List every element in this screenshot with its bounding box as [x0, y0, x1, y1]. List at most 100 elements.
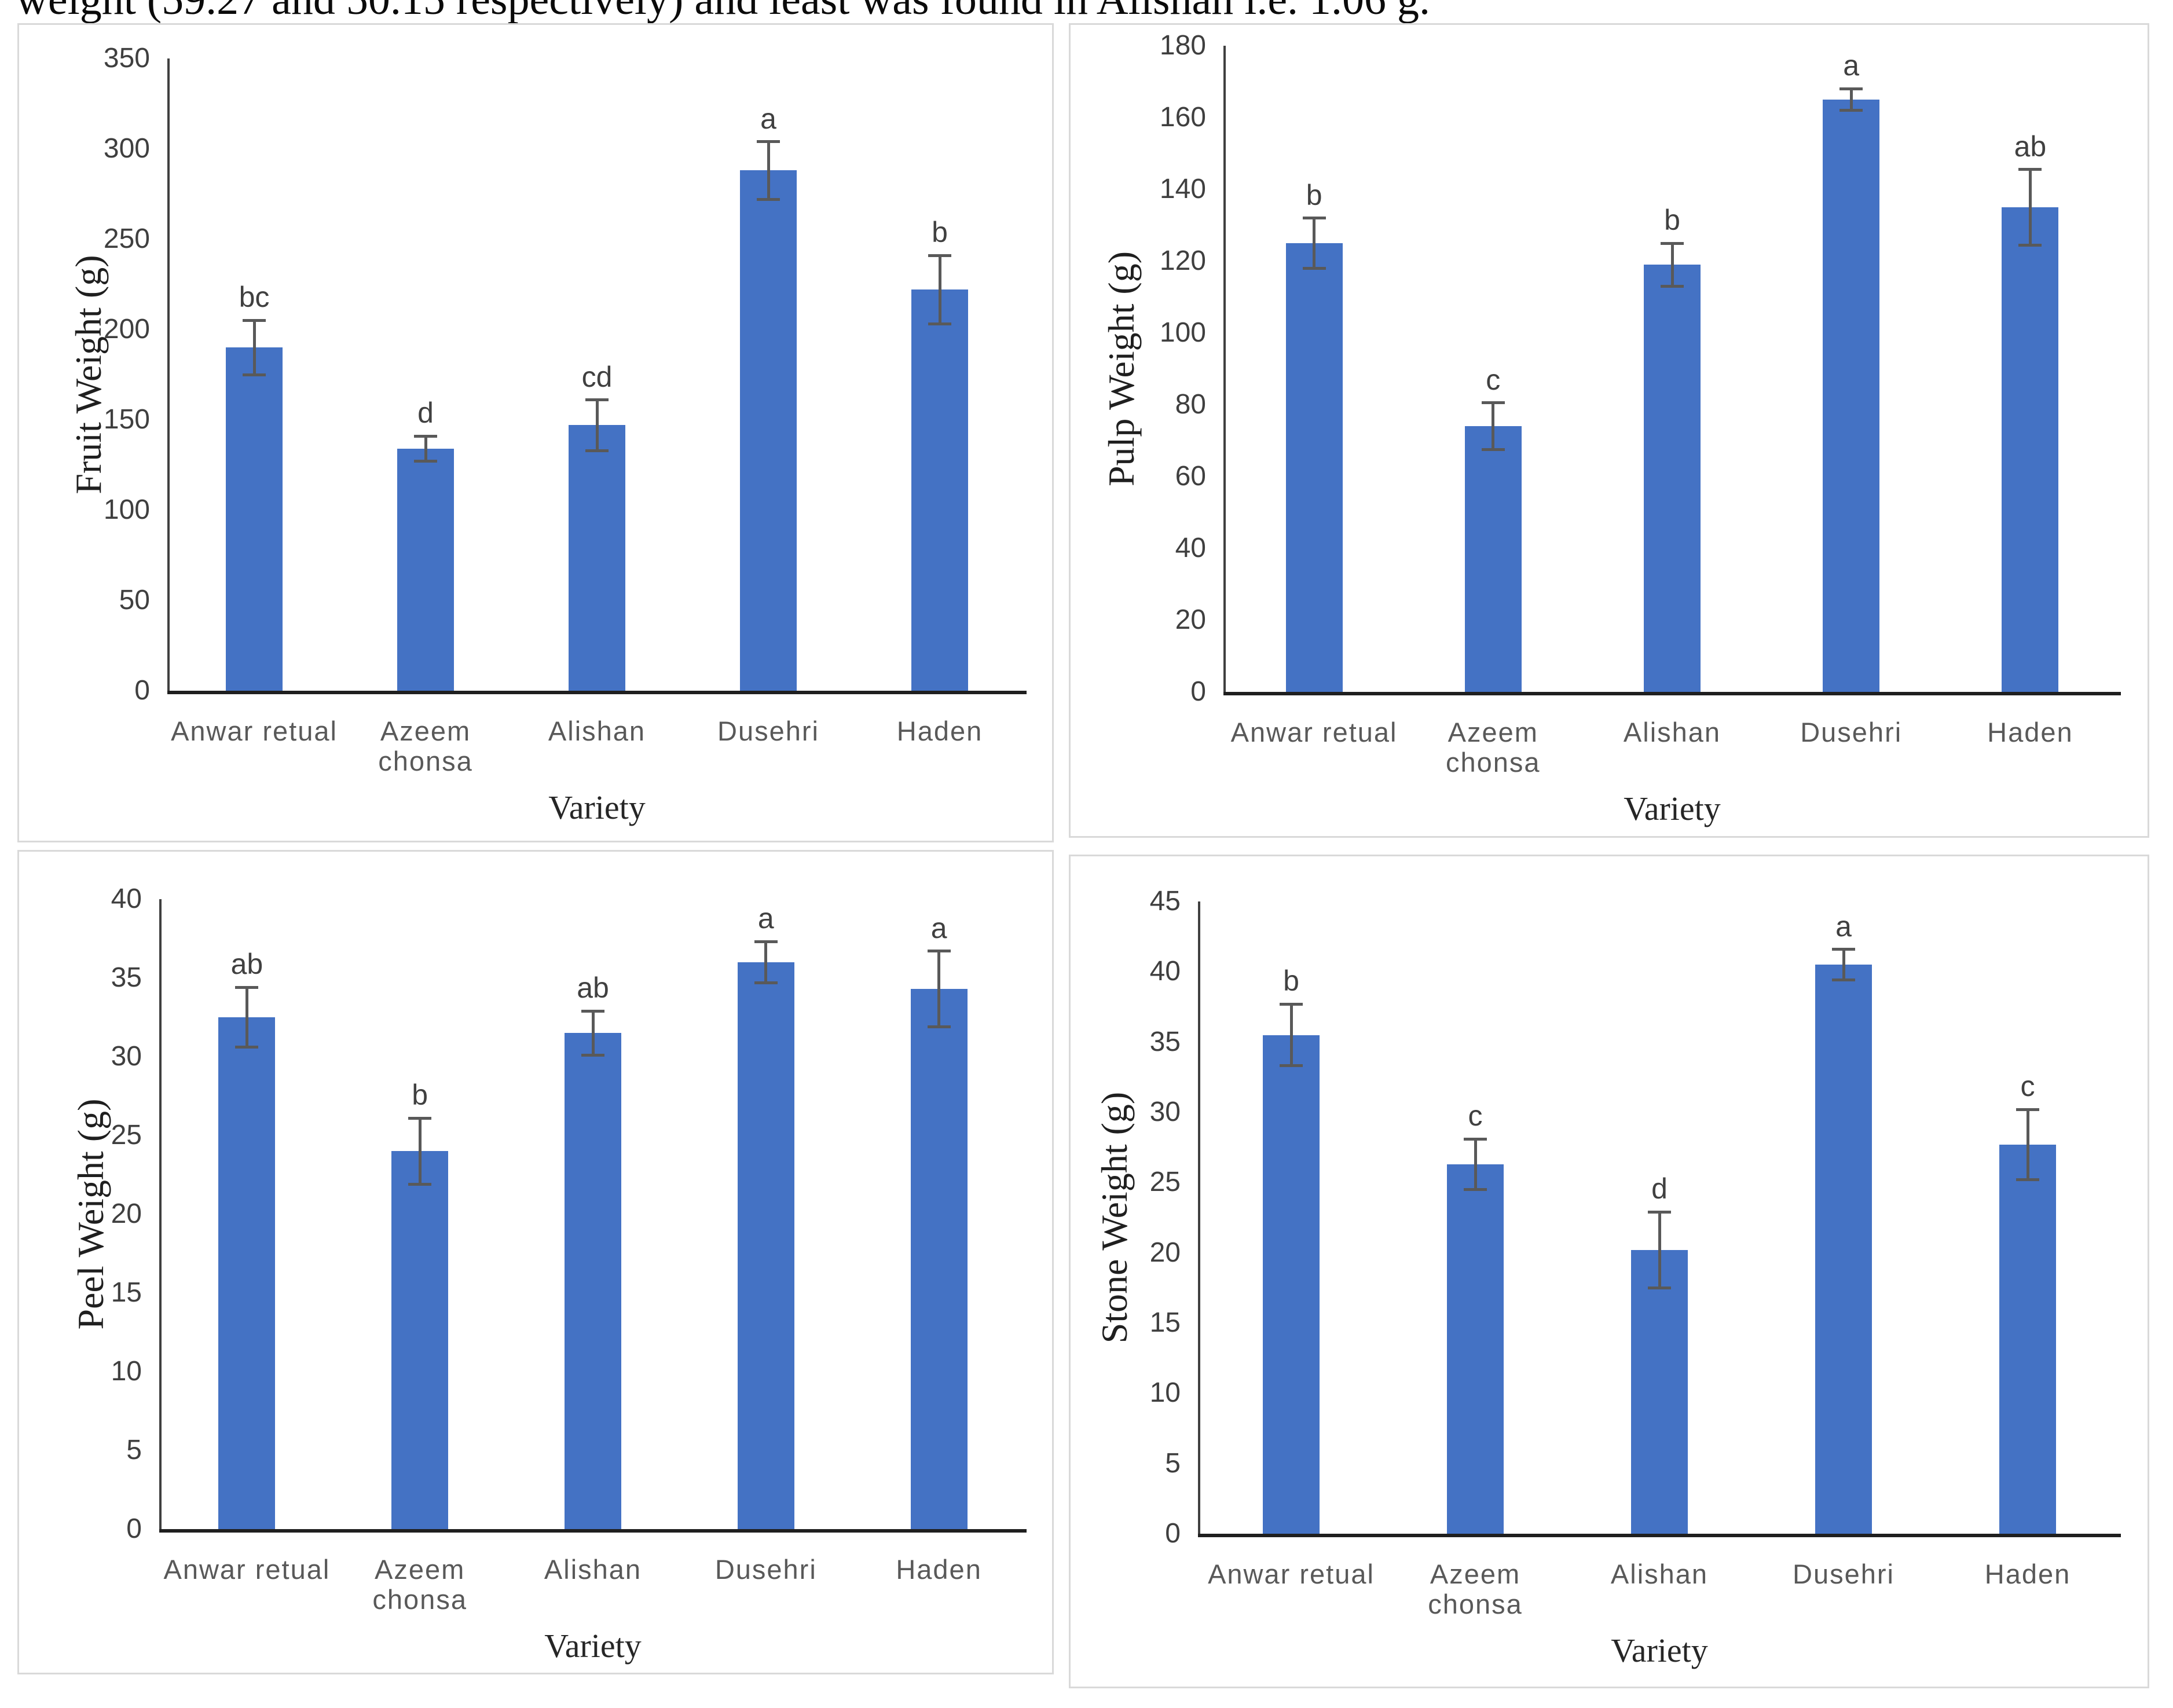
error-bar-cap-bottom — [757, 197, 780, 201]
error-bar-line — [418, 1118, 422, 1185]
y-axis-title: Fruit Weight (g) — [68, 255, 109, 494]
y-axis-title: Pulp Weight (g) — [1101, 251, 1142, 487]
x-category-label: Azeem chonsa — [1428, 1559, 1523, 1619]
error-bar-line — [424, 436, 427, 461]
error-bar-cap-top — [927, 950, 951, 953]
error-bar-cap-bottom — [927, 1025, 951, 1028]
error-bar-cap-bottom — [754, 981, 778, 984]
y-tick-label: 40 — [1175, 533, 1206, 563]
bar — [1263, 1035, 1320, 1534]
error-bar-line — [1658, 1212, 1661, 1288]
y-axis-line — [1223, 46, 1226, 692]
error-bar-cap-top — [757, 140, 780, 144]
significance-letter: b — [932, 216, 948, 249]
y-tick-label: 20 — [1175, 604, 1206, 635]
error-bar-line — [1289, 1004, 1293, 1066]
bar — [1823, 100, 1880, 692]
y-tick-label: 0 — [1190, 676, 1206, 707]
x-category-label: Haden — [1987, 717, 2073, 747]
x-category-label: Dusehri — [1800, 717, 1903, 747]
error-bar-line — [938, 255, 941, 324]
error-bar-cap-top — [1280, 1002, 1303, 1006]
x-category-label: Anwar retual — [171, 716, 338, 746]
x-category-label: Haden — [896, 1554, 982, 1585]
error-bar-cap-top — [1832, 948, 1855, 951]
x-category-label: Anwar retual — [163, 1554, 331, 1585]
y-tick-label: 5 — [126, 1435, 142, 1465]
cropped-paragraph-text: weight (59.27 and 50.15 respectively) an… — [16, 0, 1430, 25]
y-tick-label: 40 — [1149, 956, 1181, 987]
error-bar-cap-top — [1481, 401, 1505, 405]
y-tick-label: 140 — [1159, 174, 1206, 204]
y-tick-label: 180 — [1159, 30, 1206, 61]
error-bar-cap-top — [1661, 241, 1684, 245]
y-tick-label: 25 — [1149, 1167, 1181, 1198]
y-tick-label: 200 — [103, 314, 150, 344]
error-bar-line — [245, 987, 248, 1047]
error-bar-cap-bottom — [581, 1053, 604, 1057]
x-category-label: Dusehri — [714, 1554, 817, 1585]
y-axis-line — [1198, 901, 1200, 1534]
bar — [218, 1017, 276, 1529]
error-bar-line — [1670, 243, 1674, 287]
significance-letter: b — [1306, 178, 1322, 211]
bar — [1464, 426, 1522, 692]
x-axis-title: Variety — [1624, 790, 1721, 827]
error-bar-cap-bottom — [2018, 243, 2042, 247]
error-bar-cap-bottom — [1832, 978, 1855, 982]
error-bar-cap-top — [408, 1116, 432, 1120]
x-axis-title: Variety — [548, 789, 646, 826]
error-bar-cap-bottom — [1661, 284, 1684, 288]
y-tick-label: 0 — [1165, 1518, 1181, 1549]
significance-letter: a — [1835, 910, 1852, 943]
significance-letter: d — [1651, 1172, 1668, 1205]
bar — [1631, 1249, 1688, 1534]
error-bar-cap-bottom — [1302, 266, 1326, 270]
error-bar-line — [937, 951, 941, 1027]
error-bar-cap-top — [2018, 168, 2042, 171]
error-bar-cap-top — [1464, 1137, 1487, 1141]
x-category-label: Azeem chonsa — [372, 1554, 467, 1615]
y-tick-label: 20 — [111, 1198, 142, 1229]
x-category-label: Azeem chonsa — [378, 716, 473, 776]
significance-letter: c — [2020, 1070, 2035, 1103]
x-axis-line — [1223, 692, 2121, 695]
error-bar-cap-bottom — [928, 322, 951, 326]
y-tick-label: 160 — [1159, 102, 1206, 133]
x-category-label: Alishan — [1623, 717, 1721, 747]
x-category-label: Azeem chonsa — [1446, 717, 1541, 778]
y-tick-label: 350 — [103, 43, 150, 74]
significance-letter: bc — [239, 281, 270, 314]
error-bar-cap-bottom — [2016, 1178, 2039, 1181]
bar — [565, 1033, 621, 1529]
error-bar-cap-bottom — [1648, 1286, 1671, 1289]
x-category-label: Alishan — [544, 1554, 642, 1585]
bar — [226, 347, 283, 691]
y-tick-label: 80 — [1175, 389, 1206, 420]
bar — [391, 1151, 449, 1529]
y-tick-label: 250 — [103, 223, 150, 254]
error-bar-line — [2028, 169, 2032, 245]
error-bar-cap-bottom — [414, 460, 437, 463]
bar — [397, 448, 454, 691]
y-tick-label: 30 — [111, 1041, 142, 1072]
bar — [1285, 243, 1343, 692]
error-bar-line — [1849, 89, 1853, 111]
y-axis-title: Peel Weight (g) — [70, 1098, 111, 1330]
significance-letter: cd — [581, 360, 613, 393]
error-bar-line — [595, 399, 599, 451]
significance-letter: ab — [2014, 130, 2047, 163]
significance-letter: b — [1283, 965, 1299, 998]
error-bar-cap-top — [581, 1009, 604, 1013]
y-tick-label: 10 — [111, 1356, 142, 1387]
error-bar-line — [764, 941, 768, 983]
error-bar-line — [2026, 1109, 2029, 1180]
significance-letter: d — [417, 397, 434, 430]
chart-panel-fruit-weight: 0 50 100 150 200 250 300 350 bc Anwar retual d Azee… — [17, 23, 1054, 842]
y-axis-line — [167, 58, 170, 691]
error-bar-line — [252, 320, 256, 375]
bar — [740, 170, 797, 691]
x-category-label: Dusehri — [717, 716, 819, 746]
y-tick-label: 60 — [1175, 461, 1206, 492]
